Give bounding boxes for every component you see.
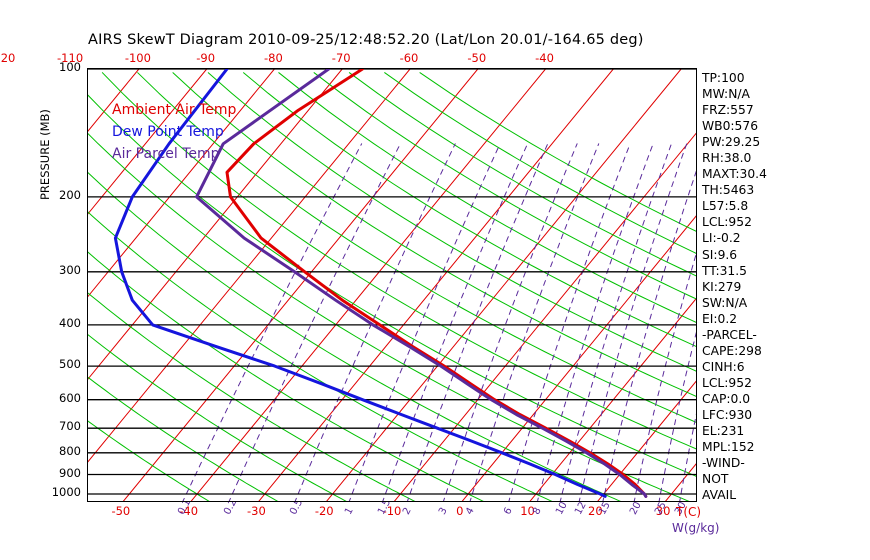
bottom-temp-tick: -40 (179, 504, 199, 518)
index-line: LCL:952 (702, 215, 752, 230)
index-line: CAP:0.0 (702, 391, 751, 406)
index-line: SI:9.6 (702, 247, 738, 262)
pressure-tick: 700 (59, 419, 81, 434)
index-line: AVAIL (702, 488, 737, 503)
bottom-temp-tick: 30 (655, 504, 671, 518)
index-line: TP:100 (702, 71, 745, 85)
pressure-tick: 100 (59, 60, 81, 74)
pressure-tick: 400 (59, 315, 81, 330)
bottom-temp-tick: -30 (247, 504, 266, 518)
index-line: CINH:6 (702, 359, 745, 374)
top-temp-tick: -50 (467, 51, 487, 65)
index-line: SW:N/A (702, 295, 748, 310)
skewt-plot-area (87, 68, 697, 502)
bottom-temp-tick: 10 (520, 504, 535, 518)
pressure-tick: 500 (59, 357, 81, 372)
page-title: AIRS SkewT Diagram 2010-09-25/12:48:52.2… (88, 32, 644, 48)
pressure-tick: 800 (59, 443, 81, 458)
index-line: -WIND- (702, 456, 745, 471)
pressure-tick: 200 (59, 187, 81, 202)
bottom-temp-tick: -50 (111, 504, 131, 518)
bottom-temp-tick: 0 (456, 504, 464, 518)
bottom-temp-tick: -20 (314, 504, 334, 518)
legend-ambient-air-temp: Ambient Air Temp (112, 102, 237, 118)
mixing-ratio-tick: 10 (553, 500, 570, 517)
mixing-ratio-axis-label: W(g/kg) (672, 521, 720, 535)
top-temp-tick: -60 (399, 51, 419, 65)
index-line: L57:5.8 (702, 199, 749, 214)
index-line: FRZ:557 (702, 103, 754, 118)
pressure-tick: 1000 (51, 484, 81, 499)
index-line: MAXT:30.4 (702, 167, 767, 182)
bottom-temp-tick: 20 (588, 504, 603, 518)
index-line: RH:38.0 (702, 151, 752, 166)
index-line: -PARCEL- (702, 327, 757, 342)
pressure-tick: 300 (59, 262, 81, 277)
pressure-tick: 600 (59, 390, 81, 405)
skewt-plot-svg (88, 69, 696, 501)
bottom-temp-tick: -10 (382, 504, 402, 518)
legend-dew-point-temp: Dew Point Temp (112, 124, 224, 140)
index-line: EI:0.2 (702, 311, 738, 326)
index-line: KI:279 (702, 279, 742, 294)
index-line: LFC:930 (702, 407, 753, 422)
pressure-axis-label: PRESSURE (MB) (38, 109, 52, 200)
top-temp-tick: -90 (196, 51, 216, 65)
temperature-axis-label: T(C) (676, 505, 702, 519)
top-temp-tick: -70 (331, 51, 351, 65)
legend-air-parcel-temp: Air Parcel Temp (112, 146, 220, 162)
index-line: LI:-0.2 (702, 231, 741, 246)
index-line: CAPE:298 (702, 343, 762, 358)
index-line: EL:231 (702, 424, 745, 439)
index-line: MPL:152 (702, 440, 755, 455)
index-line: TT:31.5 (702, 263, 747, 278)
index-line: LCL:952 (702, 375, 752, 390)
pressure-tick: 900 (59, 465, 81, 480)
sounding-indices-panel: TP:100 MW:N/A FRZ:557 WB0:576 PW:29.25 RH:38.… (702, 70, 802, 503)
index-line: PW:29.25 (702, 135, 761, 150)
top-temp-tick: -100 (124, 51, 151, 65)
index-line: WB0:576 (702, 119, 759, 134)
index-line: MW:N/A (702, 87, 750, 102)
index-line: TH:5463 (702, 183, 755, 198)
top-temp-tick: -80 (264, 51, 283, 65)
top-temp-tick: -120 (0, 51, 16, 65)
index-line: NOT (702, 472, 729, 487)
top-temp-tick: -110 (57, 51, 84, 65)
top-temp-tick: -40 (535, 51, 554, 65)
